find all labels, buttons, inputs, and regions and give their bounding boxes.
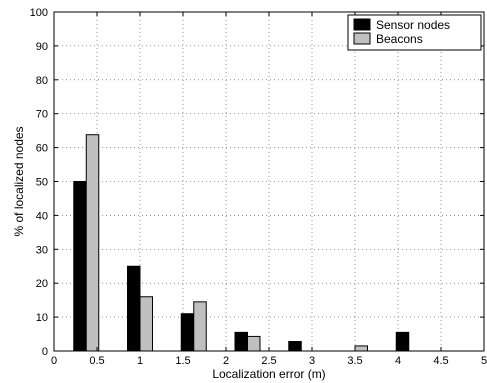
bar-beacons [247,335,261,352]
bar-sensor-nodes [234,331,248,352]
y-tick-label: 70 [36,109,48,121]
legend-swatch-beacons [353,32,371,45]
bar-sensor-nodes [180,313,195,352]
bar-beacons [85,134,100,352]
bar-beacons [139,296,153,352]
grid [54,12,484,351]
x-tick-label: 2.5 [261,355,276,367]
x-tick-label: 0 [51,355,57,367]
legend: Sensor nodes Beacons [347,14,482,51]
bars [73,134,410,352]
x-tick-label: 5 [481,355,487,367]
y-tick-label: 10 [36,312,48,324]
x-tick-label: 2 [223,355,229,367]
x-tick-label: 4 [395,355,401,367]
x-axis-label: Localization error (m) [212,367,325,381]
y-tick-label: 20 [36,278,48,290]
x-tick-label: 3.5 [347,355,362,367]
x-tick-label: 1 [137,355,143,367]
y-tick-label: 100 [30,7,48,19]
y-tick-label: 30 [36,244,48,256]
x-tick-label: 3 [309,355,315,367]
legend-label-beacons: Beacons [376,32,423,46]
x-tick-label: 1.5 [175,355,190,367]
legend-swatch-sensor-nodes [353,18,371,31]
bar-beacons [354,345,368,352]
y-tick-label: 0 [42,346,48,358]
x-tick-label: 4.5 [433,355,448,367]
y-tick-label: 60 [36,143,48,155]
bar-sensor-nodes [127,265,141,352]
bar-sensor-nodes [288,341,302,352]
legend-label-sensor-nodes: Sensor nodes [376,18,450,32]
y-tick-label: 90 [36,41,48,53]
bar-beacons [193,301,207,352]
y-tick-label: 40 [36,210,48,222]
y-axis-label: % of localized nodes [12,126,26,236]
y-tick-label: 80 [36,75,48,87]
ticks [53,11,485,352]
bar-sensor-nodes [73,181,87,352]
x-tick-label: 0.5 [89,355,104,367]
tick-labels: 0 0.5 1 1.5 2 2.5 3 3.5 4 4.5 50102030405060708090… [30,7,487,367]
y-tick-label: 50 [36,177,48,189]
